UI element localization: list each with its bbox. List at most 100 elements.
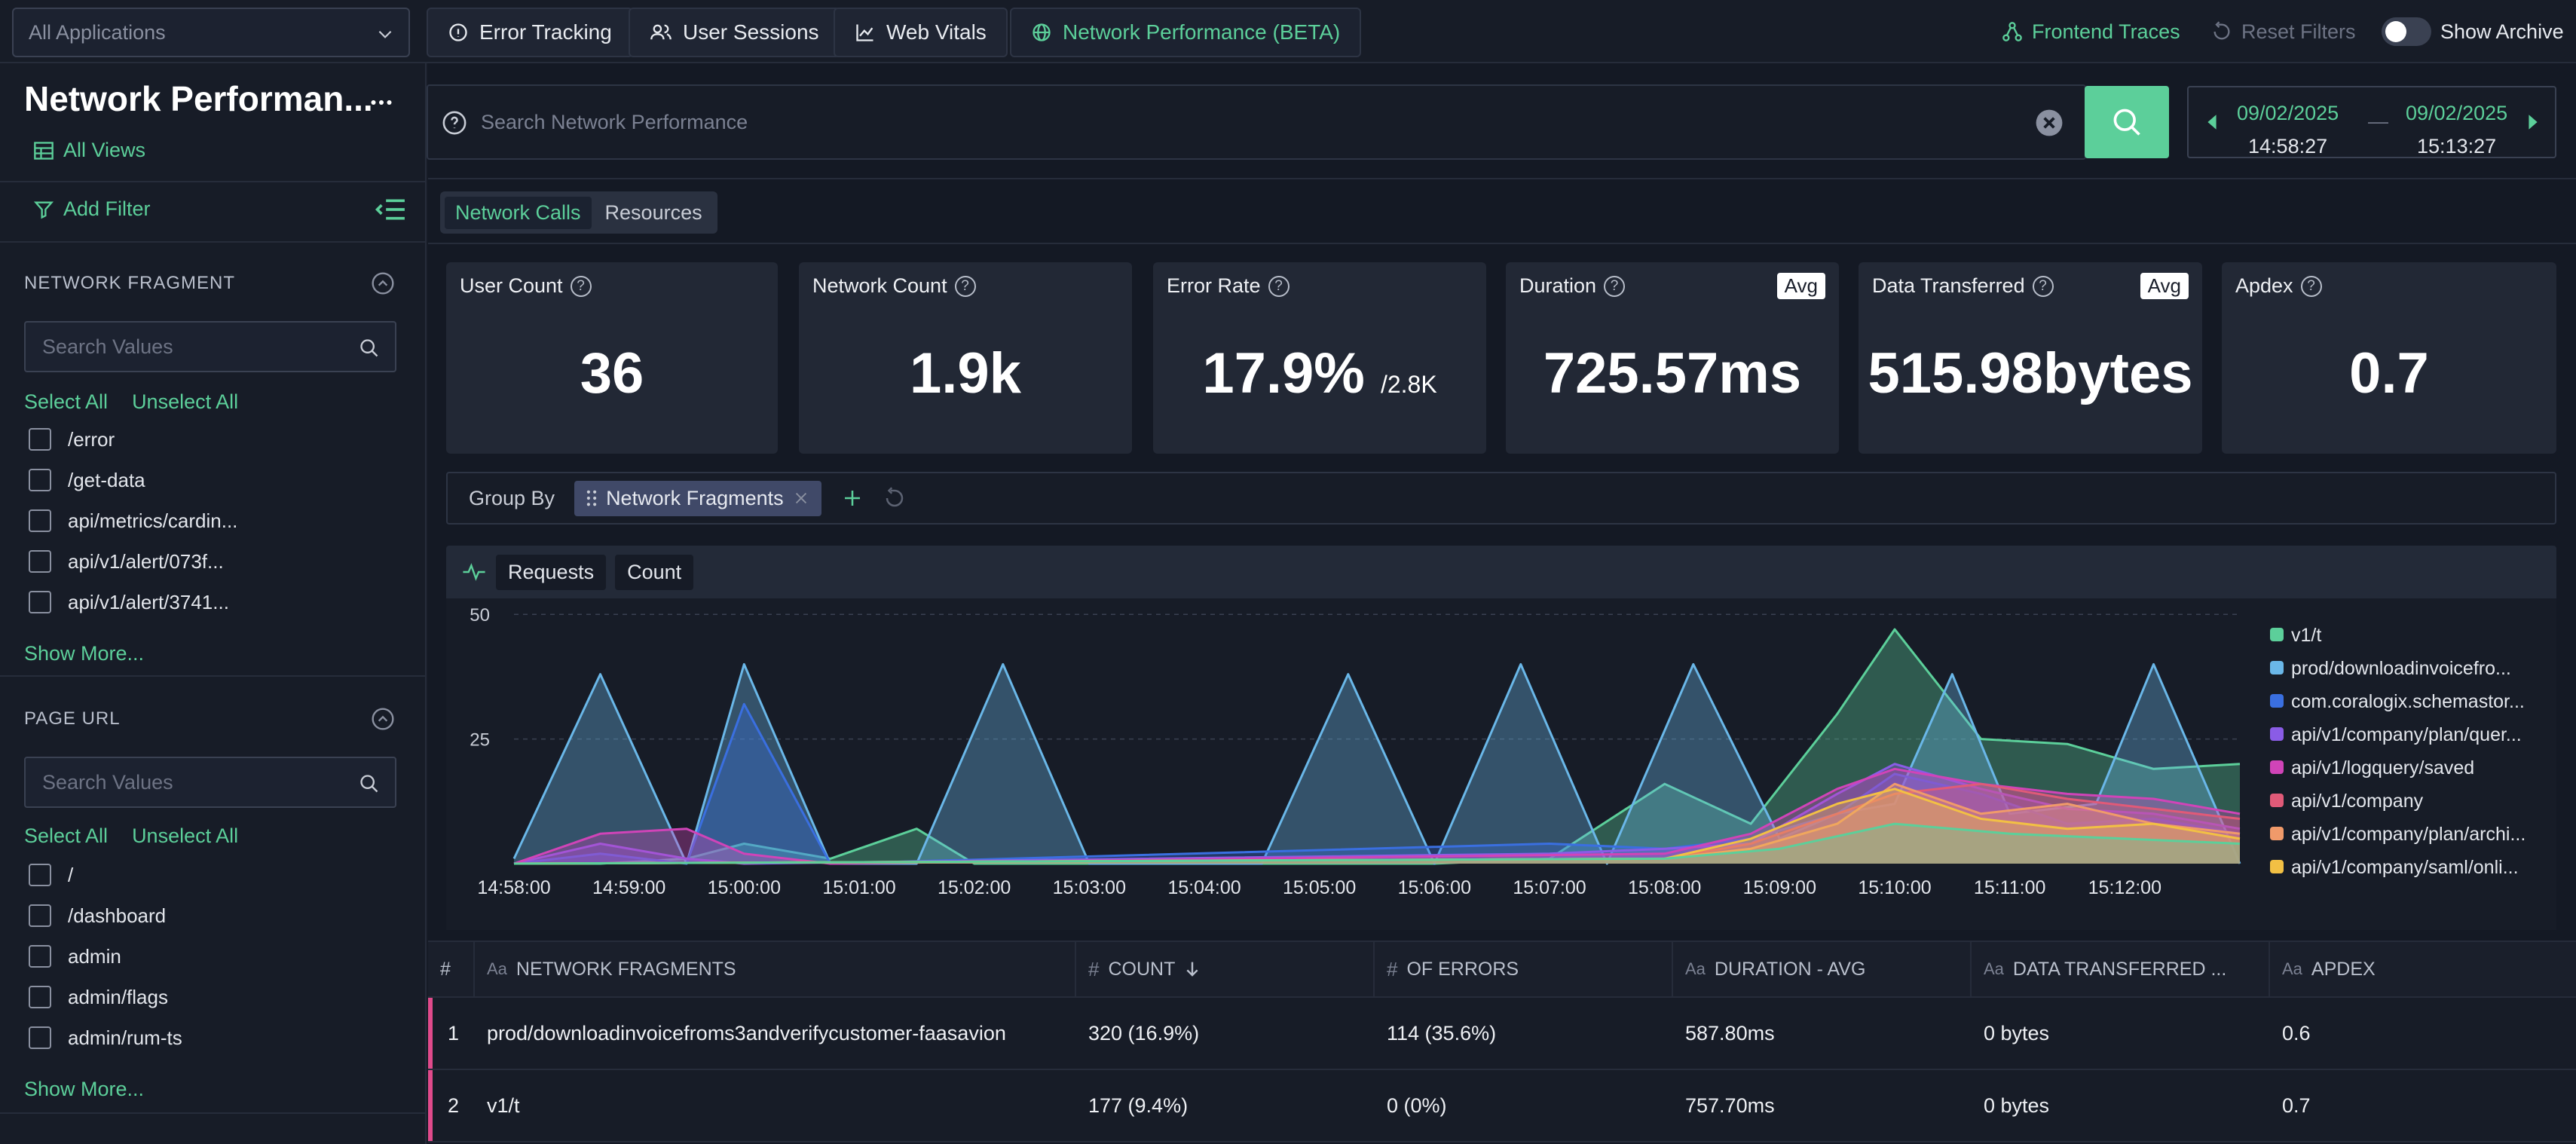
show-more-link[interactable]: Show More... — [24, 1078, 145, 1100]
network-fragment-search-input[interactable]: Search Values — [24, 321, 396, 372]
tab-network-performance[interactable]: Network Performance (BETA) — [1010, 8, 1362, 57]
help-icon[interactable]: ? — [2300, 275, 2322, 297]
series-area — [514, 763, 2240, 864]
checkbox[interactable] — [29, 550, 51, 573]
group-by-chip[interactable]: Network Fragments — [574, 480, 821, 516]
tab-web-vitals[interactable]: Web Vitals — [834, 8, 1008, 57]
show-more-link[interactable]: Show More... — [24, 642, 145, 665]
date-range-picker[interactable]: 09/02/2025 14:58:27 — 09/02/2025 15:13:2… — [2187, 86, 2556, 158]
unselect-all-link[interactable]: Unselect All — [132, 390, 239, 413]
date-from[interactable]: 09/02/2025 14:58:27 — [2237, 96, 2339, 163]
legend-label[interactable]: api/v1/company/saml/onli... — [2291, 857, 2519, 878]
filter-option[interactable]: api/metrics/cardin... — [29, 500, 237, 541]
filter-option[interactable]: /error — [29, 419, 237, 460]
collapse-section-icon[interactable] — [371, 707, 395, 731]
column-header-duration[interactable]: Aa DURATION - AVG — [1672, 942, 1970, 996]
close-icon[interactable] — [793, 490, 809, 506]
filter-option[interactable]: /dashboard — [29, 895, 182, 936]
series-line — [513, 782, 2241, 865]
column-header-errors[interactable]: # OF ERRORS — [1373, 942, 1672, 996]
page-url-search-input[interactable]: Search Values — [24, 757, 396, 808]
toggle-resources[interactable]: Resources — [604, 200, 702, 224]
all-views-link[interactable]: All Views — [33, 139, 145, 162]
help-icon[interactable]: ? — [570, 275, 592, 297]
sort-desc-icon[interactable] — [1184, 960, 1201, 978]
checkbox[interactable] — [29, 509, 51, 532]
checkbox[interactable] — [29, 945, 51, 968]
checkbox[interactable] — [29, 904, 51, 927]
checkbox[interactable] — [29, 986, 51, 1008]
cell-apdex: 0.7 — [2282, 1094, 2311, 1117]
help-icon[interactable]: ? — [954, 275, 976, 297]
search-button[interactable] — [2085, 86, 2169, 158]
toggle-network-calls[interactable]: Network Calls — [445, 196, 592, 229]
filter-option[interactable]: admin/flags — [29, 977, 182, 1017]
network-search-input[interactable]: Search Network Performance — [427, 84, 2086, 160]
table-row[interactable]: 2 v1/t 177 (9.4%) 0 (0%) 757.70ms 0 byte… — [428, 1070, 2576, 1142]
help-icon[interactable]: ? — [1268, 275, 1290, 297]
show-archive-toggle[interactable] — [2382, 17, 2431, 46]
all-views-label: All Views — [63, 139, 146, 161]
add-group-icon[interactable] — [841, 487, 864, 509]
select-all-link[interactable]: Select All — [24, 390, 109, 413]
legend-label[interactable]: api/v1/company/plan/archi... — [2291, 824, 2526, 845]
filter-option[interactable]: / — [29, 855, 182, 895]
select-all-link[interactable]: Select All — [24, 824, 109, 847]
metric-subvalue: /2.8K — [1380, 371, 1437, 398]
checkbox[interactable] — [29, 469, 51, 491]
help-icon[interactable] — [442, 110, 467, 136]
legend-label[interactable]: api/v1/company/plan/quer... — [2291, 724, 2522, 745]
x-tick-label: 15:03:00 — [1053, 877, 1126, 898]
unselect-all-link[interactable]: Unselect All — [132, 824, 239, 847]
column-header-network-fragments[interactable]: Aa NETWORK FRAGMENTS — [473, 942, 1075, 996]
filter-option[interactable]: api/v1/alert/073f... — [29, 541, 237, 582]
legend-label[interactable]: api/v1/logquery/saved — [2291, 757, 2474, 778]
column-header-count[interactable]: # COUNT — [1075, 942, 1373, 996]
column-header-apdex[interactable]: Aa APDEX — [2269, 942, 2576, 996]
clear-search-icon[interactable] — [2035, 109, 2064, 137]
add-filter-button[interactable]: Add Filter — [33, 197, 151, 221]
checkbox[interactable] — [29, 591, 51, 613]
column-header-index[interactable]: # — [428, 942, 473, 996]
more-options-icon[interactable] — [368, 89, 395, 116]
undo-icon[interactable] — [883, 487, 906, 509]
filter-option[interactable]: api/v1/alert/3741... — [29, 582, 237, 622]
help-icon[interactable]: ? — [1604, 275, 1626, 297]
application-select[interactable]: All Applications — [12, 8, 410, 57]
aggregation-badge[interactable]: Avg — [2140, 273, 2189, 299]
count-aggregation-button[interactable]: Count — [615, 554, 694, 590]
collapse-sidebar-icon[interactable] — [374, 197, 407, 222]
drag-handle-icon[interactable] — [586, 490, 597, 506]
filter-option[interactable]: /get-data — [29, 460, 237, 500]
frontend-traces-link[interactable]: Frontend Traces — [2002, 15, 2180, 48]
divider — [0, 241, 427, 243]
next-range-icon[interactable] — [2528, 115, 2538, 130]
column-header-data-transferred[interactable]: Aa DATA TRANSFERRED ... — [1970, 942, 2269, 996]
legend-label[interactable]: api/v1/company/plan... — [2291, 890, 2480, 911]
legend-label[interactable]: api/v1/company — [2291, 791, 2424, 812]
x-tick-label: 15:12:00 — [2088, 877, 2161, 898]
tab-error-tracking[interactable]: Error Tracking — [427, 8, 633, 57]
requests-metric-button[interactable]: Requests — [496, 554, 607, 590]
tab-user-sessions[interactable]: User Sessions — [629, 8, 840, 57]
cell-duration: 587.80ms — [1685, 1021, 1775, 1045]
legend-label[interactable]: v1/t — [2291, 625, 2321, 646]
series-line — [512, 662, 2241, 865]
metric-value: 515.98bytes — [1868, 341, 2193, 405]
checkbox[interactable] — [29, 864, 51, 886]
x-tick-label: 14:58:00 — [477, 877, 550, 898]
prev-range-icon[interactable] — [2207, 115, 2217, 130]
legend-label[interactable]: prod/downloadinvoicefro... — [2291, 658, 2511, 679]
help-icon[interactable]: ? — [2032, 275, 2054, 297]
checkbox[interactable] — [29, 1026, 51, 1049]
reset-filters-button[interactable]: Reset Filters — [2211, 15, 2356, 48]
table-row[interactable]: 1 prod/downloadinvoicefroms3andverifycus… — [428, 998, 2576, 1070]
date-to[interactable]: 09/02/2025 15:13:27 — [2406, 96, 2507, 163]
globe-icon — [1031, 22, 1052, 43]
filter-option[interactable]: admin — [29, 936, 182, 977]
aggregation-badge[interactable]: Avg — [1776, 273, 1825, 299]
filter-option[interactable]: admin/rum-ts — [29, 1017, 182, 1058]
checkbox[interactable] — [29, 428, 51, 451]
legend-label[interactable]: com.coralogix.schemastor... — [2291, 691, 2525, 712]
collapse-section-icon[interactable] — [371, 271, 395, 295]
